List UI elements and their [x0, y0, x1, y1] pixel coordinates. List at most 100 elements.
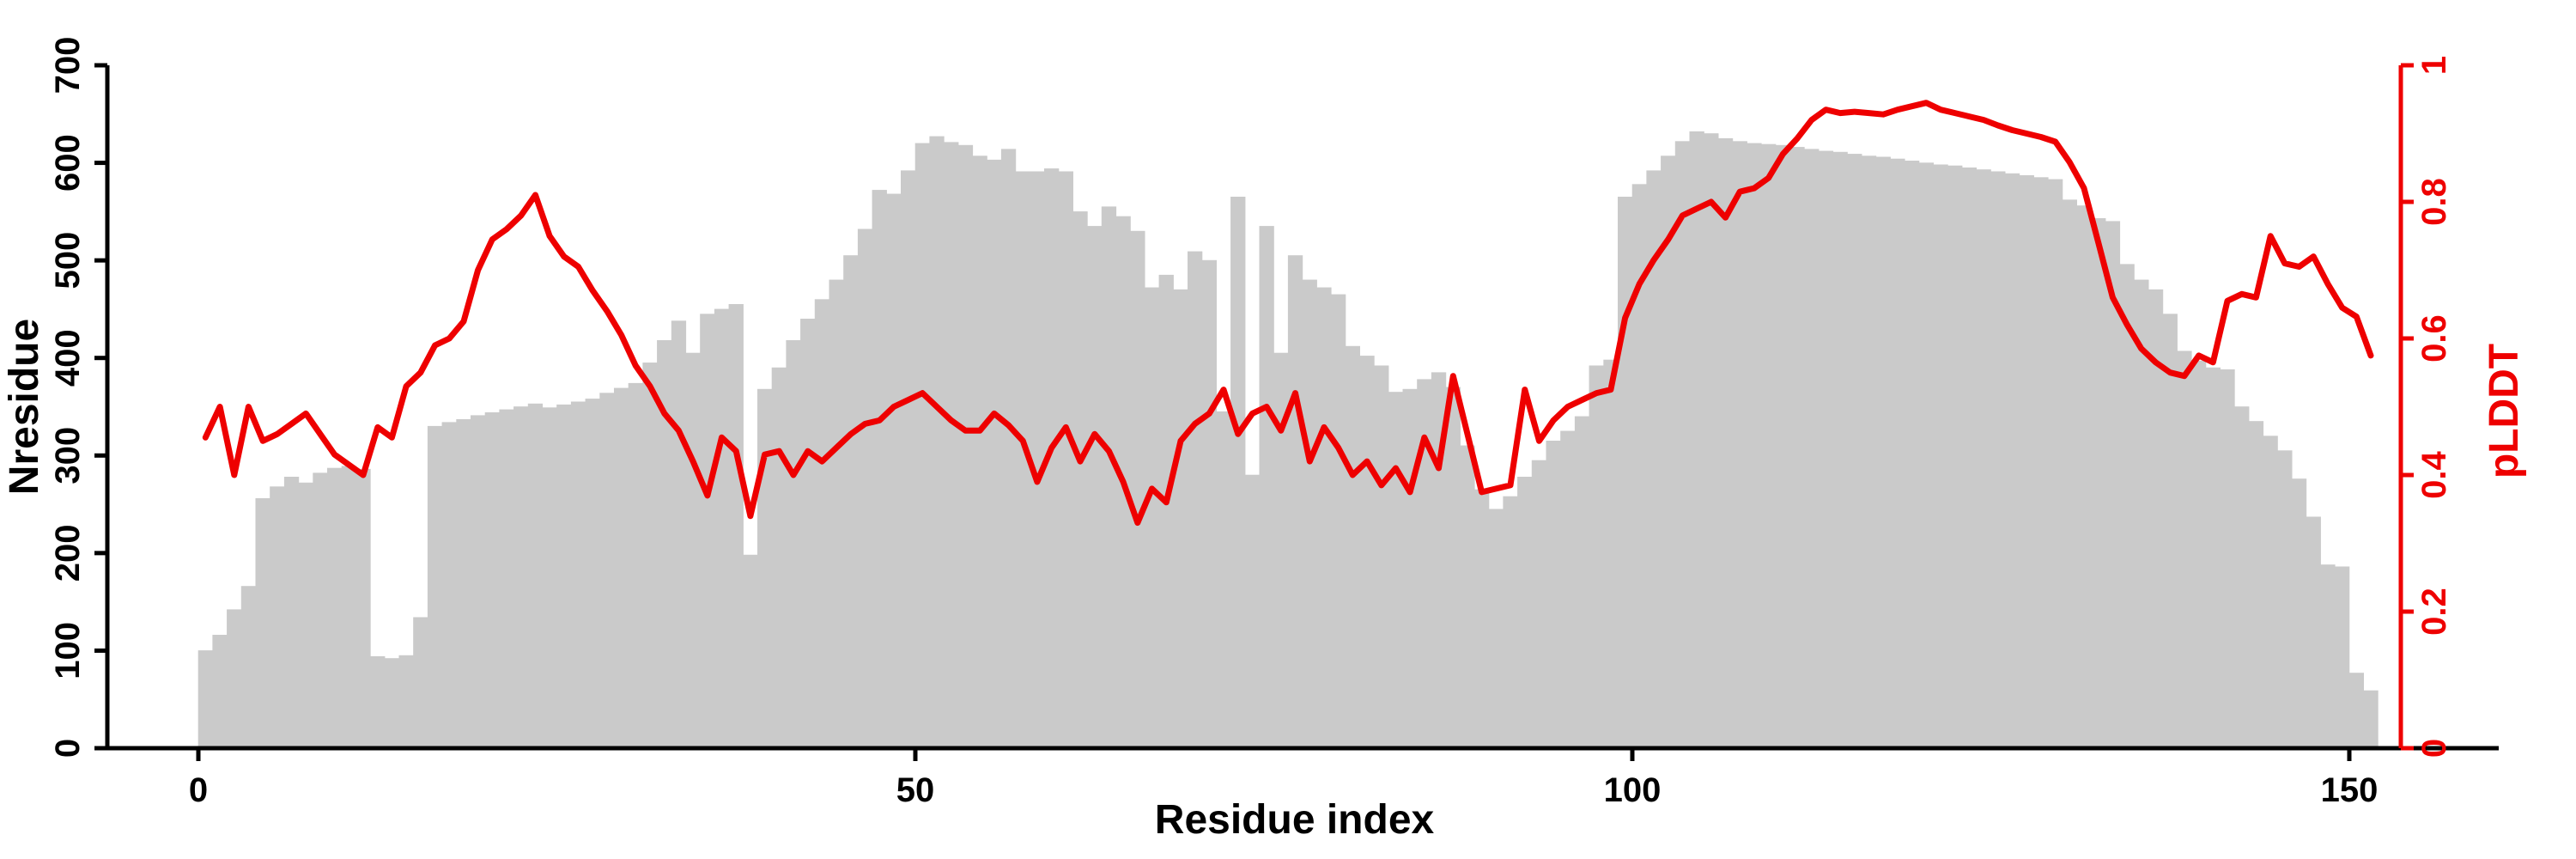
y-right-tick-label-1: 1 — [2415, 56, 2453, 75]
bar-residue-2 — [227, 609, 242, 749]
bar-residue-146 — [2291, 478, 2307, 749]
bar-residue-3 — [240, 586, 257, 749]
bar-residue-46 — [857, 228, 873, 749]
bar-residue-113 — [1818, 150, 1834, 749]
bar-residue-94 — [1546, 440, 1561, 749]
bar-residue-52 — [944, 142, 959, 749]
bar-residue-126 — [2004, 173, 2020, 749]
y-left-tick-label-200: 200 — [49, 524, 87, 582]
bar-residue-104 — [1689, 131, 1704, 749]
bar-residue-117 — [1875, 156, 1891, 749]
bar-residue-83 — [1388, 392, 1404, 749]
bar-residue-50 — [914, 143, 931, 749]
bar-residue-45 — [843, 255, 859, 749]
bar-residue-77 — [1302, 279, 1317, 749]
bar-residue-26 — [570, 401, 586, 749]
y-left-tick-label-0: 0 — [49, 739, 87, 758]
bar-residue-76 — [1287, 255, 1303, 749]
bar-residue-114 — [1832, 151, 1848, 749]
bar-residue-5 — [270, 486, 285, 749]
bar-residue-122 — [1947, 165, 1963, 749]
bar-residue-31 — [642, 362, 658, 749]
bar-residue-145 — [2277, 450, 2293, 749]
bar-residue-95 — [1560, 430, 1576, 749]
bar-residue-68 — [1173, 289, 1188, 749]
bar-residue-34 — [685, 352, 701, 749]
bar-residue-72 — [1230, 197, 1246, 749]
bar-residue-149 — [2335, 566, 2350, 749]
bar-residue-60 — [1058, 171, 1074, 749]
bar-residue-111 — [1789, 147, 1805, 749]
bar-residue-89 — [1474, 489, 1490, 749]
x-tick-label-0: 0 — [189, 771, 208, 809]
bar-residue-21 — [499, 409, 514, 749]
bar-residue-44 — [829, 279, 844, 749]
bar-residue-148 — [2320, 564, 2336, 749]
bar-residue-17 — [441, 422, 457, 749]
bar-residue-132 — [2091, 218, 2106, 749]
bar-residue-142 — [2234, 406, 2250, 749]
bar-residue-28 — [599, 393, 615, 749]
bar-residue-100 — [1631, 184, 1648, 749]
bar-residue-48 — [886, 193, 902, 749]
bar-residue-42 — [800, 318, 816, 749]
bar-residue-14 — [398, 655, 414, 749]
bar-residue-4 — [255, 497, 270, 749]
x-axis-title: Residue index — [1155, 797, 1435, 843]
bar-residue-30 — [628, 382, 644, 749]
bar-residue-119 — [1905, 161, 1920, 749]
bar-residue-109 — [1761, 143, 1777, 749]
bar-residue-16 — [427, 425, 443, 749]
bar-residue-121 — [1933, 164, 1948, 749]
bar-residue-110 — [1775, 144, 1791, 749]
bar-residue-54 — [972, 155, 987, 749]
y-left-tick-label-700: 700 — [49, 37, 87, 94]
bar-residue-105 — [1704, 133, 1719, 749]
bar-residue-65 — [1130, 230, 1145, 749]
bar-residue-96 — [1574, 416, 1590, 749]
bar-residue-29 — [613, 387, 629, 749]
bar-residue-92 — [1517, 476, 1533, 749]
bar-residue-143 — [2248, 421, 2264, 749]
bar-residue-61 — [1072, 211, 1088, 749]
bar-residue-20 — [484, 411, 501, 749]
bar-residue-35 — [700, 314, 715, 749]
y-right-tick-label-0.8: 0.8 — [2415, 178, 2453, 226]
bar-residue-9 — [326, 467, 343, 749]
bar-residue-38 — [743, 554, 758, 749]
bar-residue-144 — [2263, 436, 2278, 749]
bar-residue-15 — [413, 617, 428, 749]
bar-residue-139 — [2191, 360, 2207, 749]
bar-residue-106 — [1717, 137, 1734, 749]
bar-residue-123 — [1961, 168, 1978, 749]
bar-residue-8 — [313, 472, 328, 749]
bar-residue-18 — [456, 418, 471, 749]
bar-residue-103 — [1674, 141, 1691, 749]
bar-residue-151 — [2363, 690, 2379, 749]
bar-residue-70 — [1201, 259, 1218, 749]
bar-residue-0 — [197, 650, 214, 749]
bar-residue-13 — [384, 658, 400, 749]
bar-residue-130 — [2062, 199, 2078, 749]
bar-residue-51 — [929, 136, 945, 749]
bar-series — [197, 131, 2379, 749]
bar-residue-33 — [671, 320, 687, 749]
bar-residue-63 — [1101, 206, 1117, 749]
bar-residue-78 — [1316, 287, 1332, 749]
bar-residue-97 — [1589, 365, 1604, 749]
bar-residue-66 — [1144, 287, 1160, 749]
bar-residue-62 — [1087, 226, 1103, 749]
bar-residue-7 — [298, 482, 313, 749]
bar-residue-73 — [1244, 474, 1261, 749]
bar-residue-129 — [2048, 179, 2063, 749]
bar-residue-36 — [714, 308, 730, 749]
y-right-tick-label-0.4: 0.4 — [2415, 450, 2453, 498]
bar-residue-24 — [542, 407, 557, 749]
bar-residue-147 — [2306, 516, 2321, 749]
y-left-tick-label-500: 500 — [49, 232, 87, 289]
bar-residue-124 — [1976, 169, 1991, 749]
y-right-tick-label-0.2: 0.2 — [2415, 588, 2453, 636]
y-right-tick-label-0: 0 — [2415, 739, 2453, 758]
